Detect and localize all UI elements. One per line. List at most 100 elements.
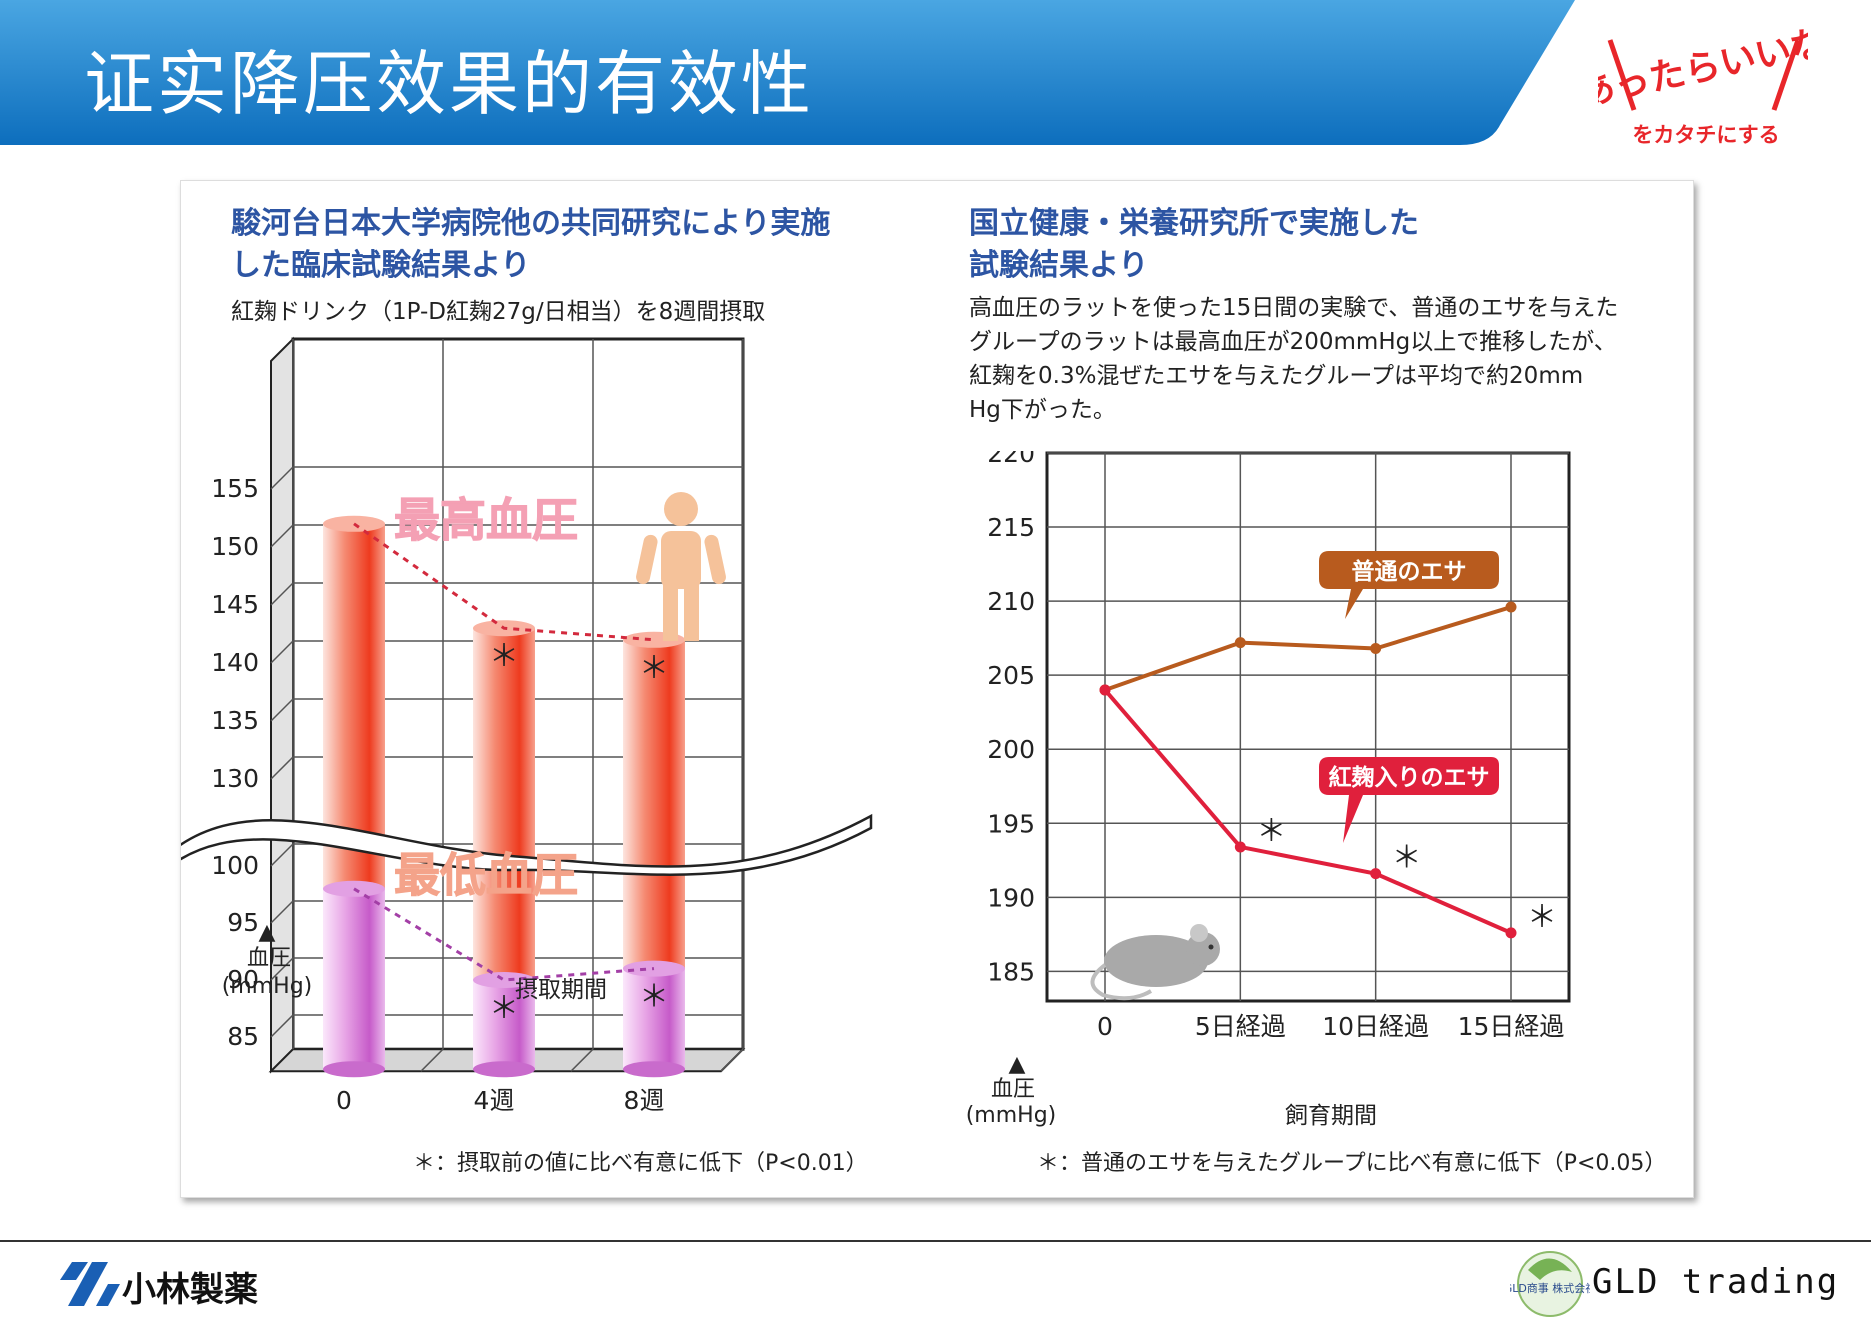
bar-diastolic [323, 888, 385, 1070]
bar-diastolic [623, 968, 685, 1070]
person-icon [636, 492, 726, 641]
right-desc-line2: グループのラットは最高血圧が200mmHg以上で推移したが、 [969, 329, 1617, 355]
data-point [1370, 868, 1382, 880]
line-y-axis-label-line2: (mmHg) [966, 1103, 1057, 1128]
gridline [270, 524, 294, 548]
gridline [270, 640, 294, 664]
gld-badge-text: GLD商事 株式会社 [1510, 1281, 1590, 1295]
line-y-tick-label: 185 [987, 957, 1035, 986]
series-label-systolic: 最高血圧 [394, 493, 578, 547]
bar-diastolic-top [473, 972, 535, 988]
plot-area [1045, 451, 1571, 1003]
legend-callout-red-yeast-feed: 紅麹入りのエサ [1319, 757, 1499, 843]
gridline [270, 900, 294, 924]
right-desc-line4: Hg下がった。 [969, 397, 1116, 423]
bar-x-tick-label: 0 [336, 1086, 352, 1115]
right-heading-line2: 試験結果より [969, 248, 1149, 283]
legend-normal-feed: 普通のエサ [1352, 558, 1467, 585]
bar-y-tick-label: 140 [211, 648, 259, 677]
significance-marker: ＊ [639, 980, 669, 1015]
bar-chart-bars [181, 515, 873, 1078]
company-slogan-logo: あったらいいな をカタチにする [1598, 22, 1808, 147]
svg-text:▲: ▲ [1009, 1052, 1026, 1077]
bar-y-tick-label: 135 [211, 706, 259, 735]
legend-red-yeast-feed: 紅麹入りのエサ [1329, 764, 1490, 791]
line-y-tick-label: 205 [987, 661, 1035, 690]
data-point [1370, 643, 1382, 655]
bar-y-tick-label: 90 [227, 965, 259, 994]
bar-y-axis-label-line1: 血圧 [247, 946, 291, 971]
bar-diastolic-base [323, 1061, 385, 1078]
bar-diastolic-base [473, 1061, 535, 1078]
bar-y-tick-label: 95 [227, 908, 259, 937]
bar-diastolic-base [623, 1061, 685, 1078]
bar-y-tick-label: 155 [211, 474, 259, 503]
line-y-tick-label: 195 [987, 809, 1035, 838]
series-line-normal-feed [1104, 605, 1512, 692]
line-y-axis-label-line1: 血圧 [991, 1077, 1035, 1102]
bar-chart-tick-labels: 130 135 140 145 150 155 85 90 95 100 0 4週 8週 [211, 474, 664, 1115]
bar-diastolic [473, 980, 535, 1070]
line-y-tick-label: 220 [987, 451, 1035, 468]
rat-blood-pressure-line-chart: ＊ ＊ ＊ 185 190 195 200 205 210 215 220 0 5日経過 10日経過 15… [966, 451, 1571, 1129]
bar-y-tick-label: 145 [211, 590, 259, 619]
left-footnote: ＊：摂取前の値に比べ有意に低下（P<0.01） [413, 1151, 868, 1176]
bar-x-tick-label: 4週 [474, 1086, 515, 1115]
data-point [1099, 684, 1111, 696]
title-banner [0, 0, 1575, 145]
bar-x-tick-label: 8週 [624, 1086, 665, 1115]
data-point [1234, 841, 1246, 853]
series-line-red-yeast-feed [1103, 688, 1512, 935]
gridline [570, 1048, 594, 1072]
line-y-tick-label: 200 [987, 735, 1035, 764]
left-heading-line1: 駿河台日本大学病院他の共同研究により実施 [231, 206, 831, 241]
bar-y-tick-label: 150 [211, 532, 259, 561]
gridline [270, 466, 294, 490]
rat-icon [1090, 924, 1220, 1001]
line-y-tick-label: 210 [987, 587, 1035, 616]
line-y-tick-label: 190 [987, 883, 1035, 912]
bar-y-tick-label: 85 [227, 1022, 259, 1051]
line-chart-series: ＊ ＊ ＊ [1099, 601, 1557, 939]
blood-pressure-bar-chart: ＊ ＊ ＊ ＊ 130 135 140 145 150 155 85 90 95 100 0 4週 8週 最高… [181, 336, 873, 1115]
right-heading-line1: 国立健康・栄養研究所で実施した [969, 206, 1419, 241]
gridline [270, 698, 294, 722]
right-footnote: ＊：普通のエサを与えたグループに比べ有意に低下（P<0.05） [1037, 1151, 1667, 1176]
bar-x-axis-label: 摂取期間 [515, 977, 607, 1003]
right-desc-line1: 高血圧のラットを使った15日間の実験で、普通のエサを与えた [969, 295, 1619, 321]
bar-y-axis-label-line2: (mmHg) [222, 974, 313, 999]
data-point [1505, 601, 1517, 613]
line-chart-tick-labels: 185 190 195 200 205 210 215 220 0 5日経過 10日経過 15日経過 [987, 451, 1564, 1041]
systolic-trend-line [353, 522, 655, 642]
line-x-axis-label: 飼育期間 [1285, 1103, 1377, 1129]
gridline [270, 1014, 294, 1038]
data-point [1234, 637, 1246, 649]
significance-marker: ＊ [1527, 900, 1557, 935]
line-x-tick-label: 10日経過 [1322, 1012, 1429, 1041]
line-y-tick-label: 215 [987, 513, 1035, 542]
line-chart-grid [1045, 451, 1571, 1003]
data-point [1505, 927, 1517, 939]
series-label-diastolic: 最低血圧 [394, 848, 578, 902]
footer-divider [0, 1240, 1871, 1242]
logo-slogan-sub: をカタチにする [1632, 123, 1779, 147]
gld-badge-logo: GLD商事 株式会社 [1510, 1251, 1590, 1317]
right-desc-line3: 紅麹を0.3%混ぜたエサを与えたグループは平均で約20mm [969, 363, 1584, 389]
legend-callout-normal-feed: 普通のエサ [1319, 551, 1499, 619]
svg-text:▲: ▲ [259, 920, 276, 945]
significance-marker: ＊ [1392, 841, 1422, 876]
kobayashi-logo-text: 小林製薬 [122, 1270, 258, 1310]
significance-marker: ＊ [1256, 814, 1286, 849]
bar-systolic-top [323, 515, 385, 532]
gld-trading-text: GLD trading [1592, 1262, 1840, 1302]
left-heading-line2: した臨床試験結果より [231, 248, 531, 283]
gridline [270, 582, 294, 606]
line-x-tick-label: 5日経過 [1195, 1012, 1286, 1041]
gridline [420, 1048, 444, 1072]
gridline [270, 957, 294, 981]
significance-marker: ＊ [639, 651, 669, 686]
axis-break [181, 813, 873, 876]
bar-y-tick-label: 130 [211, 764, 259, 793]
line-x-tick-label: 15日経過 [1458, 1012, 1565, 1041]
significance-marker: ＊ [489, 639, 519, 674]
